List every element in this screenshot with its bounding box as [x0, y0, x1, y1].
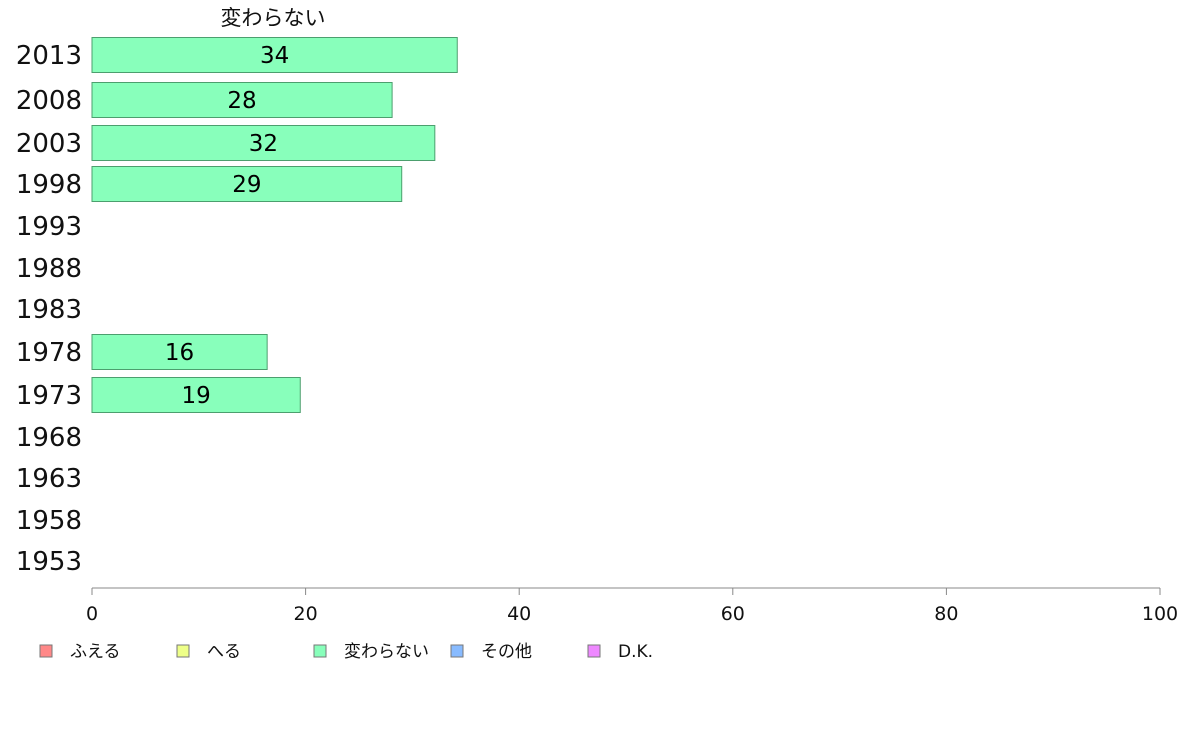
x-tick-label: 60 [721, 603, 745, 625]
category-label: 2008 [16, 86, 82, 116]
bar-value-label: 28 [227, 88, 256, 114]
legend-swatch [587, 644, 601, 658]
legend-swatch [450, 644, 464, 658]
legend-label: D.K. [618, 642, 653, 662]
category-label: 1958 [16, 506, 82, 536]
x-tick-label: 40 [507, 603, 531, 625]
legend-item: 変わらない [313, 642, 429, 662]
legend-item: へる [176, 642, 241, 662]
bar [91, 166, 403, 202]
legend-label: 変わらない [344, 642, 429, 662]
category-label: 2003 [16, 129, 82, 159]
category-label: 1963 [16, 464, 82, 494]
legend-item: D.K. [587, 642, 653, 662]
x-tick-label: 100 [1142, 603, 1178, 625]
category-labels: 2013 2008 2003 1998 1993 1988 1983 1978 1973 1968… [16, 41, 82, 577]
legend-item: その他 [450, 642, 532, 662]
bar-value-label: 19 [181, 383, 210, 409]
x-tick-label: 20 [294, 603, 318, 625]
category-label: 1953 [16, 547, 82, 577]
category-label: 1988 [16, 254, 82, 284]
x-tick-label: 0 [86, 603, 98, 625]
category-label: 1993 [16, 212, 82, 242]
x-axis: 0 20 40 60 80 100 [86, 587, 1178, 625]
bars [91, 37, 458, 413]
x-tick-label: 80 [934, 603, 958, 625]
legend-swatch [176, 644, 190, 658]
legend-item: ふえる [39, 642, 121, 662]
bar-value-label: 29 [232, 172, 261, 198]
legend-label: その他 [481, 642, 532, 662]
bar [91, 82, 393, 118]
legend-swatch [313, 644, 327, 658]
bar-value-label: 34 [260, 43, 289, 69]
bar [91, 377, 301, 413]
category-label: 1973 [16, 381, 82, 411]
legend: ふえる へる 変わらない その他 D.K. [39, 642, 653, 662]
category-label: 1998 [16, 170, 82, 200]
bar-value-label: 32 [249, 131, 278, 157]
legend-swatch [39, 644, 53, 658]
bar [91, 37, 458, 73]
category-label: 2013 [16, 41, 82, 71]
category-label: 1968 [16, 423, 82, 453]
legend-label: ふえる [70, 642, 121, 662]
bar [91, 334, 268, 370]
bar-value-label: 16 [165, 340, 194, 366]
category-label: 1983 [16, 295, 82, 325]
series-title: 変わらない [221, 6, 326, 30]
bar [91, 125, 436, 161]
legend-label: へる [207, 642, 241, 662]
category-label: 1978 [16, 338, 82, 368]
